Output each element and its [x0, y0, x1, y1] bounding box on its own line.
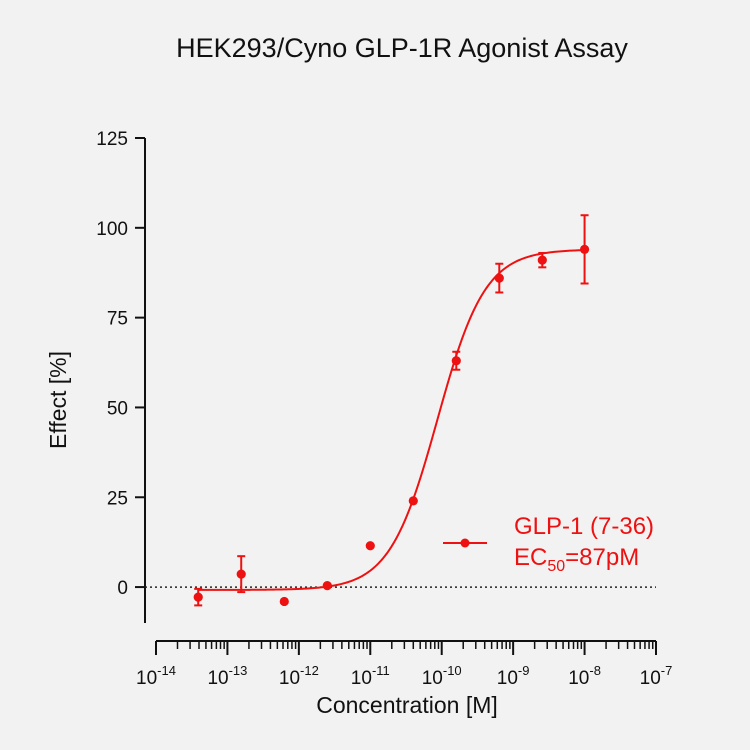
data-points-layer [193, 214, 590, 607]
x-tick-label: 10-13 [207, 663, 247, 689]
legend-marker [460, 538, 470, 548]
data-point-group [579, 214, 590, 285]
data-point [579, 244, 590, 254]
data-point [279, 596, 289, 607]
data-point [236, 569, 246, 579]
y-axis-label: Effect [%] [45, 351, 71, 449]
data-point-group [236, 555, 246, 594]
legend-ec50: EC50=87pM [514, 544, 639, 575]
legend: GLP-1 (7-36) EC50=87pM [443, 513, 654, 575]
data-point [193, 592, 203, 602]
x-tick-exponent: -11 [372, 663, 390, 678]
data-point-group [451, 350, 461, 371]
x-tick-label: 10-10 [422, 663, 462, 689]
y-tick-label: 125 [96, 129, 128, 150]
y-tick-label: 25 [107, 488, 128, 509]
data-point-group [365, 541, 375, 551]
data-point-group [408, 496, 418, 506]
x-tick-base: 10 [422, 668, 443, 689]
data-point-group [322, 581, 332, 591]
x-tick-exponent: -9 [518, 663, 530, 678]
data-point [451, 356, 461, 366]
x-axis-label: Concentration [M] [316, 692, 498, 718]
legend-ec50-prefix: EC [514, 544, 547, 571]
data-point-group [494, 262, 504, 294]
data-point [494, 273, 504, 283]
fit-curve [198, 249, 585, 591]
data-point [408, 496, 418, 506]
x-tick-exponent: -10 [443, 663, 462, 678]
data-point-group [279, 596, 289, 607]
fit-curve-layer [198, 249, 585, 591]
x-tick-exponent: -12 [300, 663, 319, 678]
y-tick-label: 75 [107, 309, 128, 330]
x-tick-label: 10-14 [136, 663, 176, 689]
x-tick-label: 10-12 [279, 663, 319, 689]
legend-ec50-sub: 50 [547, 558, 565, 575]
x-tick-base: 10 [640, 668, 661, 689]
x-tick-exponent: -8 [589, 663, 601, 678]
x-tick-label: 10-7 [640, 663, 673, 689]
legend-ec50-value: =87pM [565, 544, 639, 571]
x-tick-base: 10 [568, 668, 589, 689]
x-tick-base: 10 [136, 668, 157, 689]
legend-series-label: GLP-1 (7-36) [514, 513, 654, 540]
x-tick-base: 10 [279, 668, 300, 689]
x-tick-base: 10 [207, 668, 228, 689]
data-point [322, 581, 332, 591]
y-tick-label: 50 [107, 398, 128, 419]
chart-title: HEK293/Cyno GLP-1R Agonist Assay [176, 33, 628, 63]
data-point [365, 541, 375, 551]
data-point-group [193, 587, 203, 607]
x-tick-label: 10-9 [497, 663, 530, 689]
x-tick-label: 10-11 [351, 663, 390, 689]
data-point-group [537, 251, 547, 269]
x-tick-base: 10 [497, 668, 518, 689]
x-tick-label: 10-8 [568, 663, 601, 689]
x-tick-exponent: -7 [661, 663, 673, 678]
x-tick-exponent: -14 [157, 663, 176, 678]
x-tick-exponent: -13 [229, 663, 248, 678]
x-tick-base: 10 [351, 668, 372, 689]
data-point [537, 255, 547, 265]
y-tick-label: 0 [117, 578, 128, 599]
y-tick-label: 100 [96, 219, 128, 240]
